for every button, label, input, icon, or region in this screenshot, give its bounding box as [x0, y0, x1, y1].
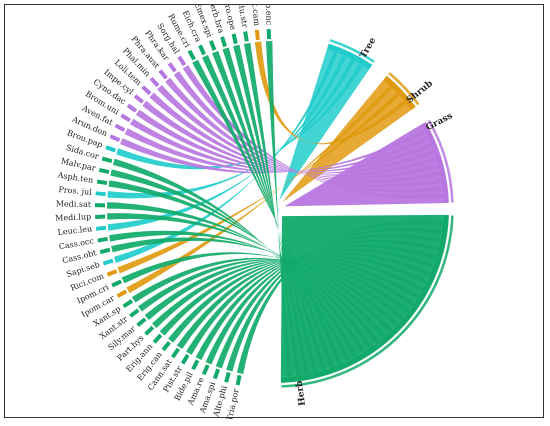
ribbon-cass-obt	[111, 237, 393, 333]
tick-erig-can	[161, 340, 171, 352]
tick-cass-obt	[99, 247, 111, 255]
arc-shrub	[382, 75, 416, 111]
ribbon-impe-cyl	[142, 100, 436, 176]
tick-loli-tem	[141, 85, 152, 96]
ribbon-rume-cri	[192, 59, 342, 365]
ribbon-eich-cra	[202, 54, 334, 368]
tick-part-hys	[144, 325, 155, 336]
tick-cann-sat	[171, 347, 181, 359]
species-label: Asph.ten	[56, 170, 94, 185]
tick-phal-min	[149, 77, 160, 88]
tick-malv-par	[98, 167, 110, 175]
ribbon-pros-jul	[107, 59, 355, 199]
tick-brom-uni	[120, 113, 131, 123]
ribbon-phal-min	[157, 84, 440, 183]
tick-sorg-hal	[177, 55, 187, 67]
species-tick-layer	[94, 29, 272, 386]
species-label: Medi.sat	[56, 199, 92, 209]
tick-tria-por	[235, 374, 242, 386]
tick-rume-cri	[187, 49, 196, 61]
tick-pros-jul	[95, 191, 106, 197]
rim-shrub	[387, 71, 421, 106]
tick-emex-spi	[209, 40, 217, 51]
ribbon-verb-bra	[222, 47, 318, 373]
rim-herb	[280, 214, 455, 389]
tick-sily-mar	[136, 317, 147, 327]
species-label: Leuc.leu	[57, 224, 92, 237]
species-label: Verb.enc	[263, 5, 273, 26]
rim-tree	[329, 38, 376, 64]
tick-asph-ten	[96, 179, 108, 186]
ribbon-pist-str	[186, 248, 434, 355]
tick-xant-sp	[122, 299, 134, 308]
tick-ipom-cri	[111, 279, 123, 288]
chord-diagram: Tria.porAlte.phiAma.spiAma.reBide.pilPis…	[55, 5, 455, 419]
tick-ama-spi	[212, 368, 221, 380]
species-label: Tria.por	[225, 388, 241, 419]
tick-sida-cor	[101, 156, 113, 164]
tick-brou-pap	[105, 145, 117, 153]
tick-pist-str	[180, 353, 190, 365]
tick-leuc-leu	[95, 225, 107, 231]
figure-frame: Tria.por Alte.phi Ama.spi Ama.re Bide.pil Pis…	[4, 4, 544, 419]
tick-bide-pil	[191, 359, 200, 371]
rim-grass	[427, 119, 455, 204]
species-label: Medi.lup	[55, 212, 91, 223]
tick-impe-cyl	[133, 94, 145, 104]
tick-lant-cam	[254, 29, 260, 41]
tick-sapi-seb	[102, 258, 114, 266]
ribbon-brou-pap	[116, 63, 363, 170]
group-arc-layer	[280, 38, 455, 389]
tick-arun-don	[109, 134, 121, 143]
tick-alte-phi	[224, 372, 231, 383]
arc-grass	[420, 122, 449, 204]
ribbon-vero-ope	[233, 44, 309, 375]
ribbon-loli-tem	[149, 92, 438, 179]
tick-aven-fat	[114, 123, 126, 132]
ribbon-aven-fat	[124, 128, 429, 173]
species-label: Pros. jul	[58, 185, 93, 197]
ribbon-layer	[107, 41, 443, 377]
group-label-tree: Tree	[359, 36, 379, 60]
species-label: Lant.cam	[249, 5, 262, 27]
tick-cyno-dac	[126, 103, 138, 113]
tick-ama-re	[201, 364, 210, 376]
ribbon-xant-str	[138, 259, 410, 313]
tick-ipom-car	[116, 289, 128, 298]
tick-phra-aust	[158, 69, 168, 80]
ribbon-verb-enc	[265, 41, 292, 377]
tick-vero-ope	[231, 33, 238, 45]
ribbon-phra-aust	[165, 77, 441, 188]
tick-erig-ann	[152, 333, 163, 344]
ribbon-datu-str	[243, 42, 301, 376]
tick-xant-str	[129, 308, 140, 318]
tick-eich-cra	[198, 44, 206, 56]
tick-phra-kar	[167, 62, 177, 73]
ribbon-sily-mar	[144, 259, 415, 321]
tick-rici-com	[106, 269, 118, 277]
arc-tree	[326, 43, 373, 70]
tick-verb-bra	[220, 36, 227, 48]
tick-cass-occ	[97, 236, 108, 243]
group-label-grass: Grass	[425, 111, 455, 133]
group-label-herb: Herb	[295, 380, 308, 406]
tick-datu-str	[243, 31, 249, 42]
ribbon-emex-spi	[212, 50, 326, 371]
